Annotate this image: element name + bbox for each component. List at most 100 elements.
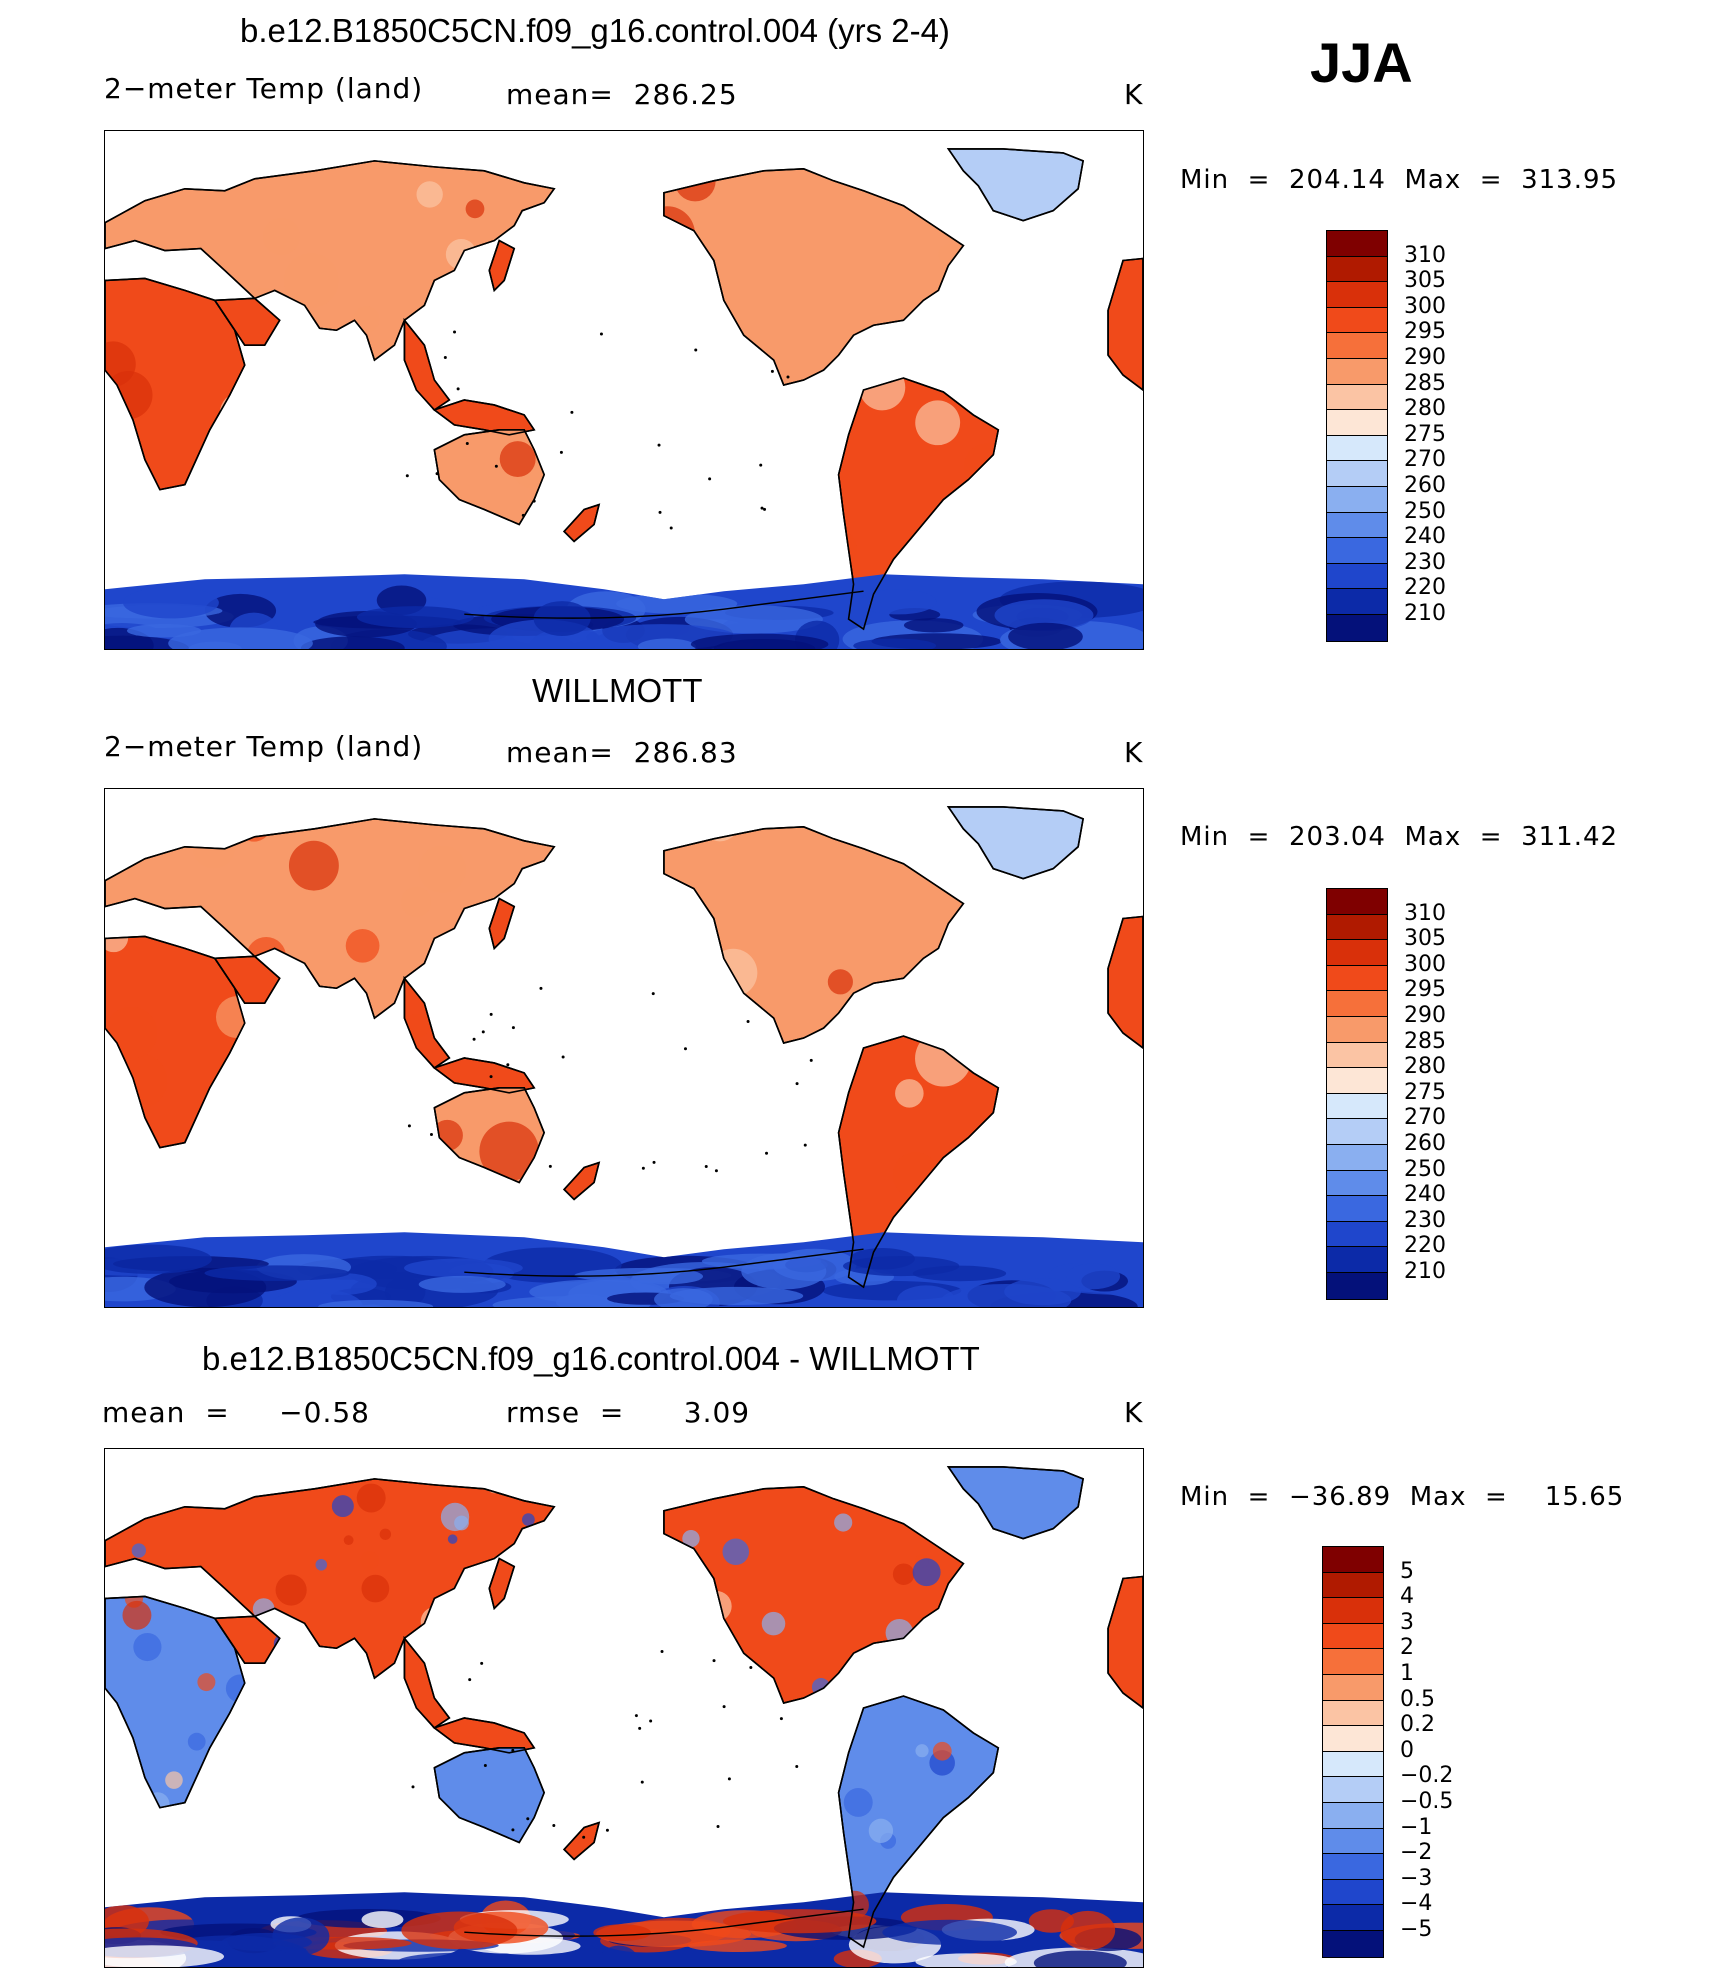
panel-2-title: WILLMOTT	[532, 672, 703, 709]
colorbar-tick-label: 0.2	[1400, 1712, 1435, 1738]
colorbar-tick-label: 310	[1404, 900, 1446, 926]
colorbar-tick-label: −5	[1400, 1917, 1433, 1942]
colorbar-cell	[1327, 1093, 1387, 1120]
colorbar-tick-label: 285	[1404, 370, 1446, 396]
colorbar-tick-label: 310	[1404, 242, 1446, 268]
panel-2-variable-label: 2−meter Temp (land)	[104, 730, 424, 763]
colorbar-tick-label: 240	[1404, 524, 1446, 550]
map-canvas	[105, 148, 1143, 649]
colorbar-tick-label: 0	[1400, 1737, 1414, 1763]
colorbar-tick-label: 230	[1404, 549, 1446, 575]
colorbar-tick-label: 250	[1404, 498, 1446, 524]
colorbar-strip	[1326, 230, 1388, 642]
map-canvas	[105, 806, 1143, 1307]
colorbar-tick-label: 305	[1404, 268, 1446, 294]
colorbar-cell	[1323, 1879, 1383, 1906]
colorbar-tick-label: 295	[1404, 319, 1446, 345]
panel-3-minmax: Min = −36.89 Max = 15.65	[1180, 1482, 1625, 1512]
colorbar-tick-label: 210	[1404, 601, 1446, 626]
land-namerica	[663, 1486, 965, 1704]
panel-3-colorbar: 5 4 3 2 1 0.5 0.2 0 −0.2 −0.5 −1 −2 −3 −4 −5	[1322, 1546, 1512, 1966]
panel-2-minmax: Min = 203.04 Max = 311.42	[1180, 822, 1619, 852]
colorbar-cell	[1327, 538, 1387, 564]
colorbar-tick-label: −2	[1400, 1840, 1433, 1866]
colorbar-tick-label: 290	[1404, 345, 1446, 370]
colorbar-tick-label: 300	[1404, 293, 1446, 319]
colorbar-tick-label: 295	[1404, 977, 1446, 1003]
colorbar-tick-label: 250	[1404, 1156, 1446, 1182]
season-label: JJA	[1310, 31, 1413, 94]
panel-2-colorbar: 310 305 300 295 290 285 280 275 270 260 250 240 230 2…	[1326, 888, 1506, 1308]
colorbar-cell	[1327, 1016, 1387, 1043]
colorbar-cell	[1323, 1751, 1383, 1778]
colorbar-cell	[1327, 333, 1387, 359]
panel-3-rmse-label: rmse = 3.09	[506, 1396, 751, 1429]
colorbar-cell	[1327, 940, 1387, 966]
colorbar-cell	[1323, 1777, 1383, 1803]
colorbar-tick-label: 280	[1404, 1054, 1446, 1080]
land-greenland	[946, 1466, 1085, 1540]
colorbar-tick-label: 260	[1404, 473, 1446, 498]
colorbar-cell	[1327, 1170, 1387, 1197]
colorbar-tick-label: 5	[1400, 1558, 1414, 1584]
land-seasia	[403, 1635, 451, 1729]
colorbar-tick-label: 1	[1400, 1661, 1414, 1686]
colorbar-cell	[1323, 1674, 1383, 1701]
panel-1-map	[104, 130, 1144, 650]
colorbar-cell	[1323, 1598, 1383, 1624]
colorbar-cell	[1327, 589, 1387, 615]
colorbar-tick-label: 3	[1400, 1609, 1414, 1635]
colorbar-tick-label: 290	[1404, 1003, 1446, 1028]
panel-1-minmax: Min = 204.14 Max = 313.95	[1180, 165, 1619, 195]
colorbar-cell	[1323, 1700, 1383, 1727]
panel-1-variable-label: 2−meter Temp (land)	[104, 72, 424, 105]
panel-3-map	[104, 1448, 1144, 1968]
colorbar-cell	[1327, 256, 1387, 283]
colorbar-cell	[1327, 889, 1387, 915]
map-canvas	[105, 1466, 1143, 1967]
colorbar-cell	[1327, 231, 1387, 257]
colorbar-strip	[1322, 1546, 1384, 1958]
colorbar-tick-label: 220	[1404, 1233, 1446, 1259]
colorbar-cell	[1327, 563, 1387, 590]
colorbar-cell	[1327, 1272, 1387, 1299]
colorbar-cell	[1327, 1221, 1387, 1248]
colorbar-tick-label: 270	[1404, 447, 1446, 473]
colorbar-cell	[1323, 1828, 1383, 1855]
land-namerica	[663, 168, 965, 386]
colorbar-cell	[1327, 1068, 1387, 1094]
colorbar-tick-label: −3	[1400, 1865, 1433, 1891]
colorbar-cell	[1327, 1144, 1387, 1171]
colorbar-cell	[1327, 282, 1387, 308]
land-wafrica_right	[1107, 257, 1143, 391]
land-wafrica_right	[1107, 915, 1143, 1049]
colorbar-tick-label: −0.5	[1400, 1789, 1454, 1814]
panel-2-units-label: K	[1124, 736, 1144, 769]
colorbar-cell	[1323, 1547, 1383, 1573]
panel-2-map	[104, 788, 1144, 1308]
colorbar-cell	[1323, 1572, 1383, 1599]
colorbar-cell	[1327, 1196, 1387, 1222]
colorbar-cell	[1327, 461, 1387, 487]
colorbar-cell	[1327, 965, 1387, 992]
colorbar-cell	[1323, 1905, 1383, 1931]
colorbar-tick-label: 210	[1404, 1259, 1446, 1284]
land-greenland	[946, 148, 1085, 222]
panel-3-title: b.e12.B1850C5CN.f09_g16.control.004 - WI…	[202, 1340, 980, 1377]
colorbar-cell	[1327, 914, 1387, 941]
colorbar-tick-label: 260	[1404, 1131, 1446, 1156]
colorbar-tick-label: 275	[1404, 1079, 1446, 1105]
colorbar-tick-label: 240	[1404, 1182, 1446, 1208]
colorbar-cell	[1327, 614, 1387, 641]
panel-2-mean-label: mean= 286.83	[506, 736, 738, 769]
colorbar-cell	[1327, 1119, 1387, 1145]
colorbar-tick-label: 305	[1404, 926, 1446, 952]
colorbar-cell	[1327, 307, 1387, 334]
panel-3-mean-label: mean = −0.58	[102, 1396, 370, 1429]
colorbar-cell	[1327, 384, 1387, 411]
colorbar-cell	[1327, 991, 1387, 1017]
colorbar-cell	[1323, 1930, 1383, 1957]
colorbar-strip	[1326, 888, 1388, 1300]
colorbar-cell	[1327, 1247, 1387, 1273]
panel-1-title: b.e12.B1850C5CN.f09_g16.control.004 (yrs…	[240, 12, 950, 49]
